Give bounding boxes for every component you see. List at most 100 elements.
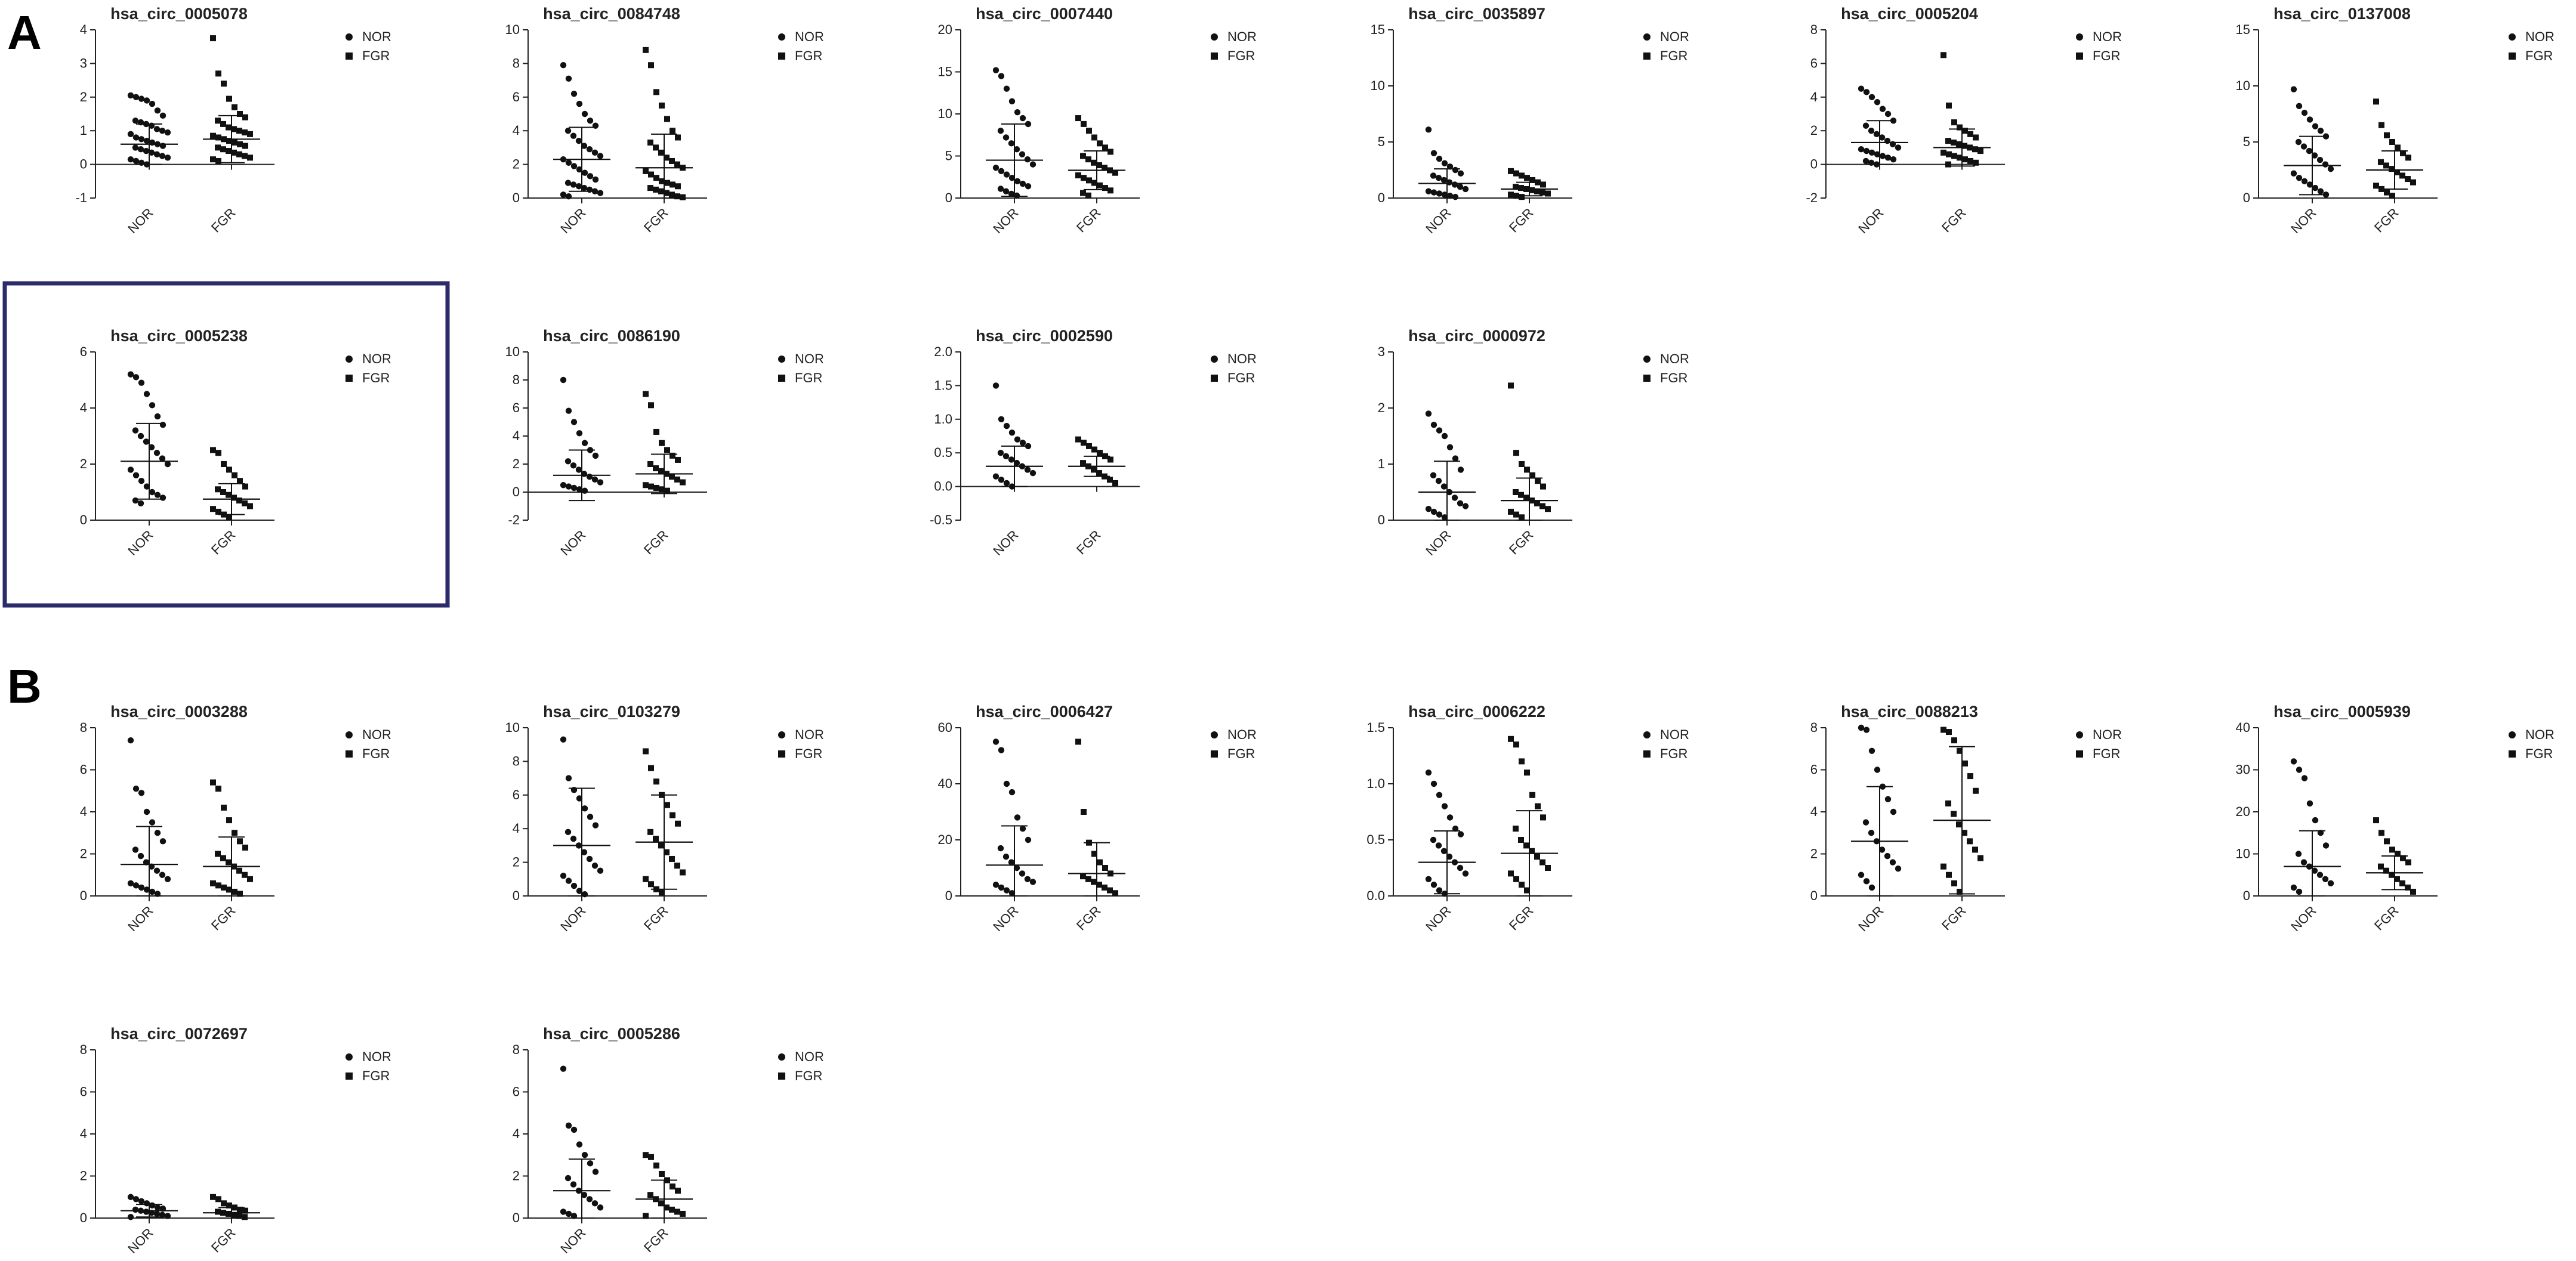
- data-point-fgr: [670, 452, 675, 459]
- data-point-nor: [576, 795, 583, 802]
- data-point-nor: [1441, 432, 1448, 440]
- data-point-fgr: [2389, 139, 2395, 145]
- chart-title: hsa_circ_0005286: [543, 1025, 680, 1043]
- y-tick-label: 40: [938, 776, 952, 791]
- data-point-fgr: [236, 867, 242, 874]
- data-point-nor: [1019, 180, 1026, 187]
- data-point-nor: [1879, 153, 1886, 159]
- data-point-fgr: [1946, 102, 1952, 109]
- data-point-nor: [2296, 888, 2303, 895]
- y-tick-label: 0: [945, 190, 952, 205]
- data-point-fgr: [1534, 500, 1540, 506]
- data-point-nor: [143, 97, 150, 104]
- chart-hsa_circ_0007440: hsa_circ_0007440 0 5 10 15 20 NOR FGR NOR FGR: [938, 5, 1257, 236]
- data-point-nor: [2295, 851, 2302, 857]
- data-point-fgr: [1091, 134, 1097, 141]
- y-tick-label: -1: [75, 190, 87, 205]
- data-point-nor: [138, 884, 145, 891]
- data-point-nor: [570, 1181, 577, 1188]
- legend-label-fgr: FGR: [362, 746, 390, 761]
- data-point-nor: [1008, 789, 1016, 796]
- category-label-nor: NOR: [557, 205, 588, 236]
- y-tick-label: 4: [513, 1126, 520, 1141]
- data-point-fgr: [1540, 859, 1545, 866]
- data-point-fgr: [2384, 838, 2390, 845]
- data-point-nor: [132, 94, 140, 100]
- data-point-fgr: [1972, 846, 1978, 853]
- data-point-fgr: [1513, 511, 1519, 518]
- data-point-nor: [159, 494, 166, 501]
- data-point-fgr: [220, 489, 226, 495]
- y-tick-label: 1: [1378, 456, 1385, 471]
- legend-marker-square: [345, 375, 353, 382]
- data-point-nor: [137, 146, 144, 153]
- data-point-fgr: [1097, 859, 1103, 866]
- data-point-nor: [1430, 150, 1437, 156]
- data-point-fgr: [1967, 157, 1973, 164]
- data-point-fgr: [210, 1194, 216, 1200]
- data-point-fgr: [1519, 461, 1525, 467]
- data-point-nor: [132, 1196, 140, 1203]
- data-point-fgr: [1545, 865, 1551, 871]
- data-point-fgr: [1951, 737, 1957, 744]
- y-tick-label: 0: [1378, 512, 1385, 527]
- data-point-nor: [143, 147, 150, 154]
- data-point-fgr: [653, 144, 659, 151]
- data-point-fgr: [1096, 162, 1102, 169]
- chart-hsa_circ_0006427: hsa_circ_0006427 0 20 40 60 NOR FGR NOR FGR: [938, 703, 1257, 934]
- data-point-nor: [581, 184, 588, 191]
- data-point-nor: [1446, 444, 1454, 450]
- legend-marker-square: [2076, 750, 2083, 758]
- data-point-fgr: [643, 47, 649, 53]
- data-point-fgr: [2384, 132, 2390, 138]
- legend-marker-square: [2509, 52, 2516, 60]
- data-point-fgr: [1107, 477, 1113, 483]
- data-point-fgr: [236, 128, 242, 134]
- data-point-fgr: [1075, 115, 1081, 122]
- data-point-nor: [2316, 156, 2324, 163]
- data-point-fgr: [1107, 456, 1113, 463]
- y-tick-label: 4: [513, 123, 520, 138]
- data-point-nor: [164, 460, 171, 468]
- data-point-fgr: [675, 1188, 681, 1194]
- data-point-nor: [1452, 826, 1459, 832]
- data-point-nor: [1430, 422, 1437, 428]
- y-tick-label: 0: [1378, 190, 1385, 205]
- chart-hsa_circ_0002590: hsa_circ_0002590 -0.5 0.0 0.5 1.0 1.5 2.0 NOR FG…: [930, 327, 1257, 558]
- data-point-nor: [992, 382, 999, 389]
- data-point-fgr: [226, 492, 232, 498]
- data-point-fgr: [1962, 156, 1968, 163]
- data-point-fgr: [2373, 817, 2379, 824]
- data-point-fgr: [647, 461, 653, 467]
- y-tick-label: 8: [1810, 22, 1818, 37]
- data-point-fgr: [215, 118, 221, 124]
- data-point-fgr: [1973, 134, 1979, 141]
- data-point-nor: [132, 1206, 139, 1213]
- y-tick-label: 6: [513, 89, 520, 104]
- data-point-nor: [2317, 128, 2324, 134]
- legend-label-nor: NOR: [362, 1049, 391, 1064]
- data-point-fgr: [1956, 821, 1962, 828]
- y-tick-label: 2: [80, 1169, 87, 1183]
- legend-marker-square: [1211, 750, 1218, 758]
- data-point-fgr: [1508, 191, 1514, 198]
- data-point-fgr: [675, 134, 681, 141]
- data-point-nor: [570, 462, 577, 469]
- data-point-fgr: [1080, 190, 1086, 196]
- data-point-fgr: [1951, 811, 1957, 817]
- data-point-fgr: [1102, 165, 1107, 171]
- data-point-nor: [587, 814, 594, 820]
- data-point-nor: [159, 838, 166, 845]
- data-point-nor: [1430, 472, 1437, 478]
- data-point-nor: [1019, 115, 1026, 122]
- data-point-fgr: [1545, 506, 1551, 512]
- data-point-fgr: [237, 891, 243, 897]
- data-point-fgr: [653, 1162, 659, 1169]
- data-point-fgr: [1972, 146, 1978, 153]
- data-point-nor: [2296, 767, 2303, 773]
- data-point-fgr: [2395, 144, 2401, 151]
- data-point-nor: [1008, 429, 1016, 436]
- y-tick-label: 6: [513, 400, 520, 415]
- data-point-nor: [998, 416, 1005, 422]
- data-point-fgr: [653, 175, 659, 181]
